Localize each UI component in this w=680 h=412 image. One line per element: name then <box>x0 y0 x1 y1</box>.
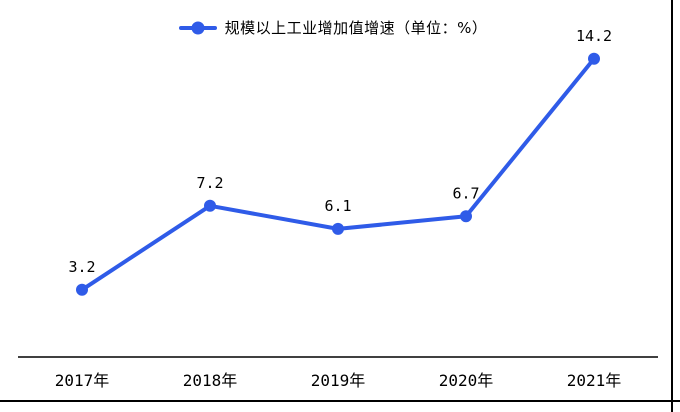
data-label: 7.2 <box>196 174 223 192</box>
x-axis-label: 2021年 <box>567 371 622 390</box>
x-axis-label: 2019年 <box>311 371 366 390</box>
x-axis-label: 2020年 <box>439 371 494 390</box>
legend-dot-icon <box>191 21 205 34</box>
data-point <box>460 210 472 223</box>
data-label: 6.7 <box>452 184 479 202</box>
data-point <box>76 283 88 296</box>
data-label: 6.1 <box>324 197 351 215</box>
data-label: 14.2 <box>576 27 612 45</box>
x-axis-label: 2018年 <box>183 371 238 390</box>
frame-border-right <box>671 0 673 412</box>
legend-line-marker <box>178 21 217 34</box>
chart-legend: 规模以上工业增加值增速（单位：%） <box>0 17 666 38</box>
data-label: 3.2 <box>68 258 95 276</box>
series-line <box>80 56 596 292</box>
data-point <box>332 222 344 235</box>
legend-label: 规模以上工业增加值增速（单位：%） <box>224 19 488 37</box>
x-axis-label: 2017年 <box>55 371 110 390</box>
frame-border-bottom <box>0 400 680 402</box>
data-point <box>588 52 600 65</box>
data-point <box>204 199 216 212</box>
